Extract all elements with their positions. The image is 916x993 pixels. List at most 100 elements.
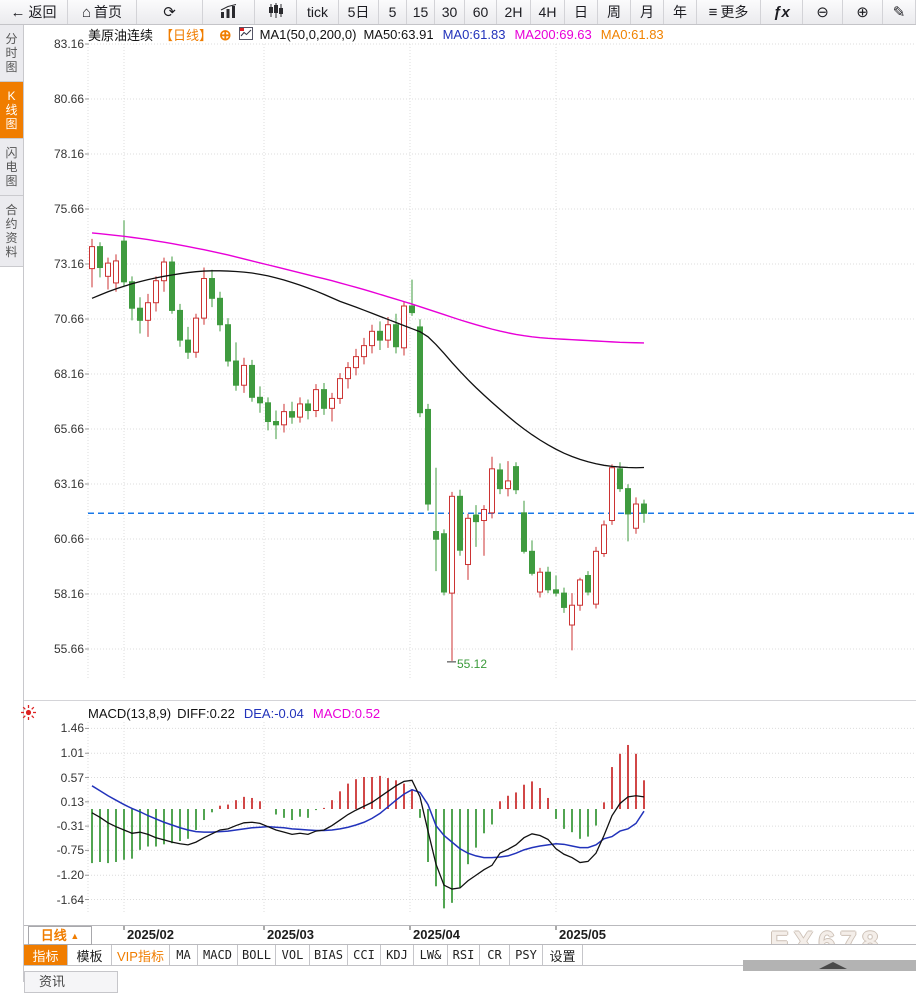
- macd-macd-value: MACD:0.52: [312, 705, 381, 721]
- price-axis-label: 65.66: [53, 422, 84, 436]
- toolbar-interval-5m-label: 5: [388, 4, 397, 20]
- more-menu-icon: ≡: [708, 3, 718, 21]
- toolbar-back[interactable]: ← 返回: [0, 0, 68, 24]
- tab-news[interactable]: 资讯: [24, 971, 118, 993]
- price-axis-label: 73.16: [53, 257, 84, 271]
- price-axis-label: 58.16: [53, 587, 84, 601]
- x-axis-month-label: 2025/05: [559, 927, 606, 942]
- tab-ma[interactable]: MA: [170, 945, 198, 965]
- toolbar-home[interactable]: ⌂ 首页: [68, 0, 137, 24]
- sidebar-tab-char: 约: [5, 217, 18, 231]
- sidebar-tab-char: 分: [5, 32, 18, 46]
- toolbar-interval-15m[interactable]: 15: [407, 0, 435, 24]
- toolbar-interval-day-label: 日: [574, 4, 588, 20]
- macd-histogram: [91, 744, 645, 909]
- tab-indicator[interactable]: 指标: [24, 945, 68, 965]
- sidebar-tab-char: 图: [5, 60, 18, 74]
- sidebar-tab-char: 图: [5, 174, 18, 188]
- macd-axis-label: -0.31: [56, 819, 84, 834]
- toolbar-interval-tick-label: tick: [307, 4, 328, 20]
- toolbar-interval-5d[interactable]: 5日: [339, 0, 379, 24]
- x-axis-month-label: 2025/02: [127, 927, 174, 942]
- toolbar-candle-view[interactable]: [255, 0, 297, 24]
- macd-params: MACD(13,8,9): [88, 705, 172, 721]
- back-icon: ←: [10, 3, 26, 21]
- symbol-name: 美原油连续: [88, 28, 154, 43]
- ma-value: MA50:63.91: [363, 27, 434, 42]
- bottom-partial-row: 资讯: [24, 971, 118, 993]
- tab-rsi[interactable]: RSI: [448, 945, 480, 965]
- toolbar-zoom-in[interactable]: ⊕: [843, 0, 883, 24]
- macd-axis-label: -0.75: [56, 843, 84, 858]
- toolbar-interval-day[interactable]: 日: [565, 0, 598, 24]
- macd-axis-label: 0.13: [60, 794, 84, 809]
- formula-icon: ƒx: [773, 3, 790, 21]
- price-axis-label: 75.66: [53, 202, 84, 216]
- toolbar-interval-year[interactable]: 年: [664, 0, 697, 24]
- period-selector-button[interactable]: 日线 ▲: [28, 926, 92, 945]
- toolbar-zoom-out[interactable]: ⊖: [803, 0, 843, 24]
- indicator-sun-icon[interactable]: [20, 704, 37, 726]
- ma200-line: [91, 232, 645, 344]
- home-icon: ⌂: [81, 3, 92, 21]
- ma-values: MA50:63.91 MA0:61.83 MA200:69.63 MA0:61.83: [363, 27, 663, 42]
- tab-settings[interactable]: 设置: [543, 945, 583, 965]
- toolbar-interval-15m-label: 15: [412, 4, 429, 20]
- toolbar-bar-chart-view[interactable]: [203, 0, 255, 24]
- zoom-out-icon: ⊖: [816, 3, 829, 21]
- tab-bias[interactable]: BIAS: [310, 945, 348, 965]
- sidebar-tab-time-chart[interactable]: 分时图: [0, 25, 23, 82]
- toolbar-interval-month[interactable]: 月: [631, 0, 664, 24]
- macd-axis-label: -1.64: [56, 892, 84, 907]
- tab-vip-indicator[interactable]: VIP指标: [112, 945, 170, 965]
- tab-template[interactable]: 模板: [68, 945, 112, 965]
- toolbar-home-label: 首页: [94, 4, 123, 20]
- panel-separator: [24, 700, 916, 701]
- sidebar-tab-char: 资: [5, 231, 18, 245]
- tab-boll[interactable]: BOLL: [238, 945, 276, 965]
- toolbar-interval-tick[interactable]: tick: [297, 0, 339, 24]
- toolbar-more-menu[interactable]: ≡ 更多: [697, 0, 761, 24]
- macd-dea-value: DEA:-0.04: [243, 705, 304, 721]
- toolbar-formula[interactable]: ƒx: [761, 0, 803, 24]
- ma-settings: MA1(50,0,200,0): [259, 27, 357, 42]
- sidebar-tab-lightning-chart[interactable]: 闪电图: [0, 139, 23, 196]
- tab-vol[interactable]: VOL: [276, 945, 310, 965]
- refresh-icon: ⟳: [163, 3, 176, 21]
- sidebar-tab-char: 时: [5, 46, 18, 60]
- period-tag: 【日线】: [160, 28, 213, 43]
- toolbar-interval-2h[interactable]: 2H: [497, 0, 531, 24]
- macd-axis-label: 1.46: [60, 721, 84, 736]
- sidebar-tab-char: 线: [5, 103, 18, 117]
- tab-kdj[interactable]: KDJ: [381, 945, 414, 965]
- scrollbar-up-arrow-icon[interactable]: [819, 962, 847, 969]
- mini-chart-icon[interactable]: [238, 26, 253, 43]
- toolbar-interval-5m[interactable]: 5: [379, 0, 407, 24]
- indicator-tab-bar: 指标 模板 VIP指标 MA MACD BOLL VOL BIAS CCI KDJ LW& RSI CR…: [24, 944, 916, 966]
- chart-header: 美原油连续 【日线】 ⊕ MA1(50,0,200,0) MA50:63.91 M…: [88, 26, 664, 44]
- x-axis-month-label: 2025/03: [267, 927, 314, 942]
- toolbar-interval-30m[interactable]: 30: [435, 0, 465, 24]
- macd-header: MACD(13,8,9) DIFF:0.22 DEA:-0.04 MACD:0.…: [88, 705, 380, 721]
- tab-macd[interactable]: MACD: [198, 945, 238, 965]
- toolbar-interval-60m[interactable]: 60: [465, 0, 497, 24]
- price-axis-label: 68.16: [53, 367, 84, 381]
- bottom-scrollbar[interactable]: [743, 960, 916, 971]
- sidebar-tab-char: 电: [5, 160, 18, 174]
- tab-lw[interactable]: LW&: [414, 945, 448, 965]
- tab-psy[interactable]: PSY: [510, 945, 543, 965]
- add-indicator-icon[interactable]: ⊕: [219, 26, 232, 44]
- toolbar-interval-week[interactable]: 周: [598, 0, 631, 24]
- toolbar-refresh[interactable]: ⟳: [137, 0, 203, 24]
- tab-cr[interactable]: CR: [480, 945, 510, 965]
- price-axis-label: 78.16: [53, 147, 84, 161]
- toolbar-interval-30m-label: 30: [441, 4, 458, 20]
- price-axis-label: 70.66: [53, 312, 84, 326]
- toolbar-interval-4h[interactable]: 4H: [531, 0, 565, 24]
- sidebar-tab-contract-info[interactable]: 合约资料: [0, 196, 23, 267]
- toolbar-interval-year-label: 年: [673, 4, 687, 20]
- tab-cci[interactable]: CCI: [348, 945, 381, 965]
